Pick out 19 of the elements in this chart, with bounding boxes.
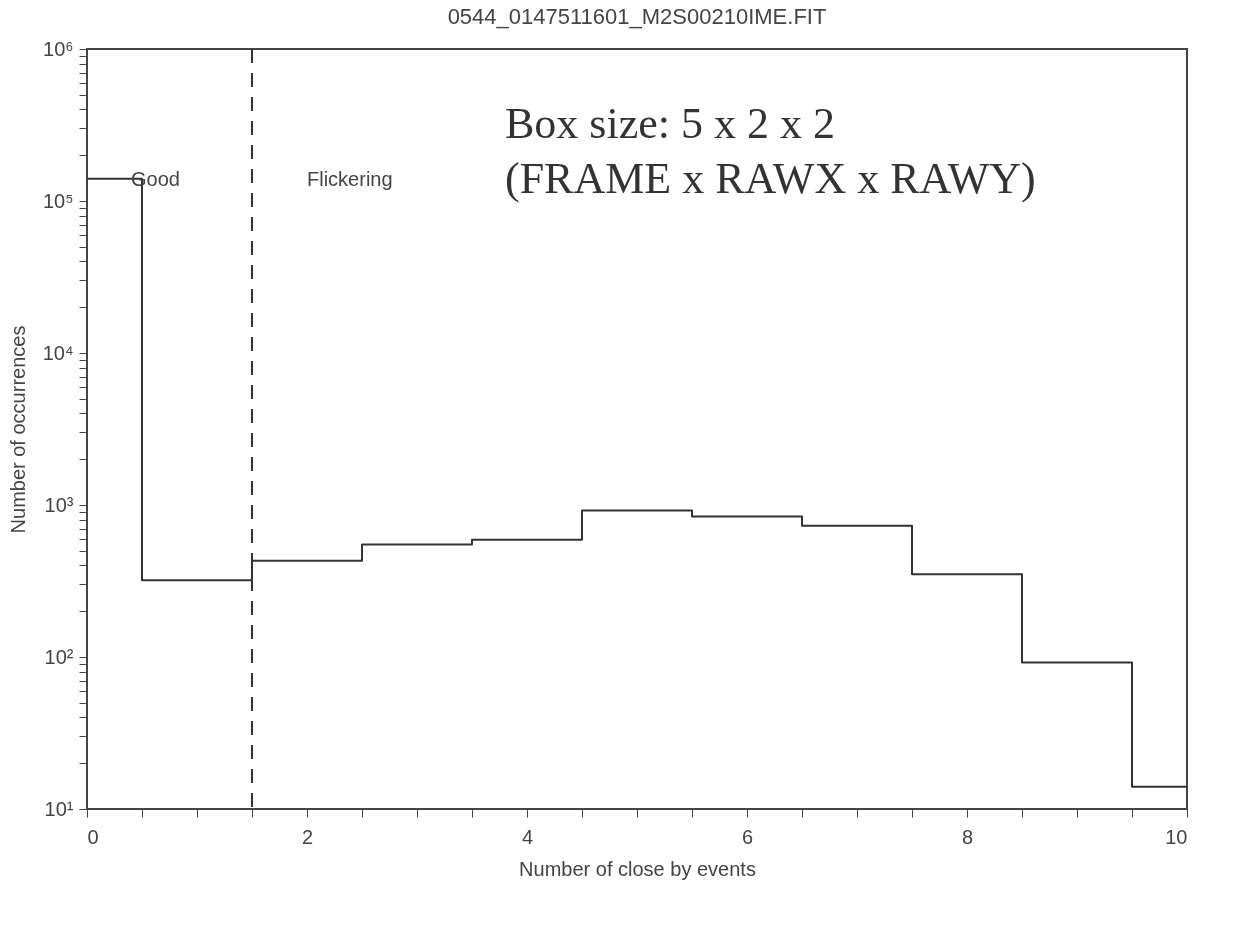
y-tick-label: 10³: [44, 493, 74, 516]
annotation: Box size: 5 x 2 x 2: [505, 99, 835, 148]
y-tick-label: 10²: [44, 645, 74, 668]
annotation: Flickering: [307, 168, 393, 191]
y-tick-label: 10⁴: [42, 341, 74, 364]
y-axis-title: Number of occurrences: [6, 325, 29, 534]
x-tick-label: 10: [1165, 825, 1188, 848]
annotation: (FRAME x RAWX x RAWY): [505, 154, 1036, 204]
annotation: Good: [131, 168, 180, 191]
y-tick-label: 10¹: [44, 797, 74, 820]
x-tick-label: 8: [961, 825, 974, 848]
x-tick-label: 0: [87, 825, 99, 848]
x-tick-label: 6: [741, 825, 754, 848]
x-tick-label: 2: [301, 825, 314, 848]
y-tick-label: 10⁵: [42, 189, 74, 212]
x-tick-label: 4: [521, 825, 534, 848]
chart-title: 0544_0147511601_M2S00210IME.FIT: [447, 4, 827, 29]
x-axis-title: Number of close by events: [519, 857, 756, 880]
y-tick-label: 10⁶: [43, 37, 74, 60]
